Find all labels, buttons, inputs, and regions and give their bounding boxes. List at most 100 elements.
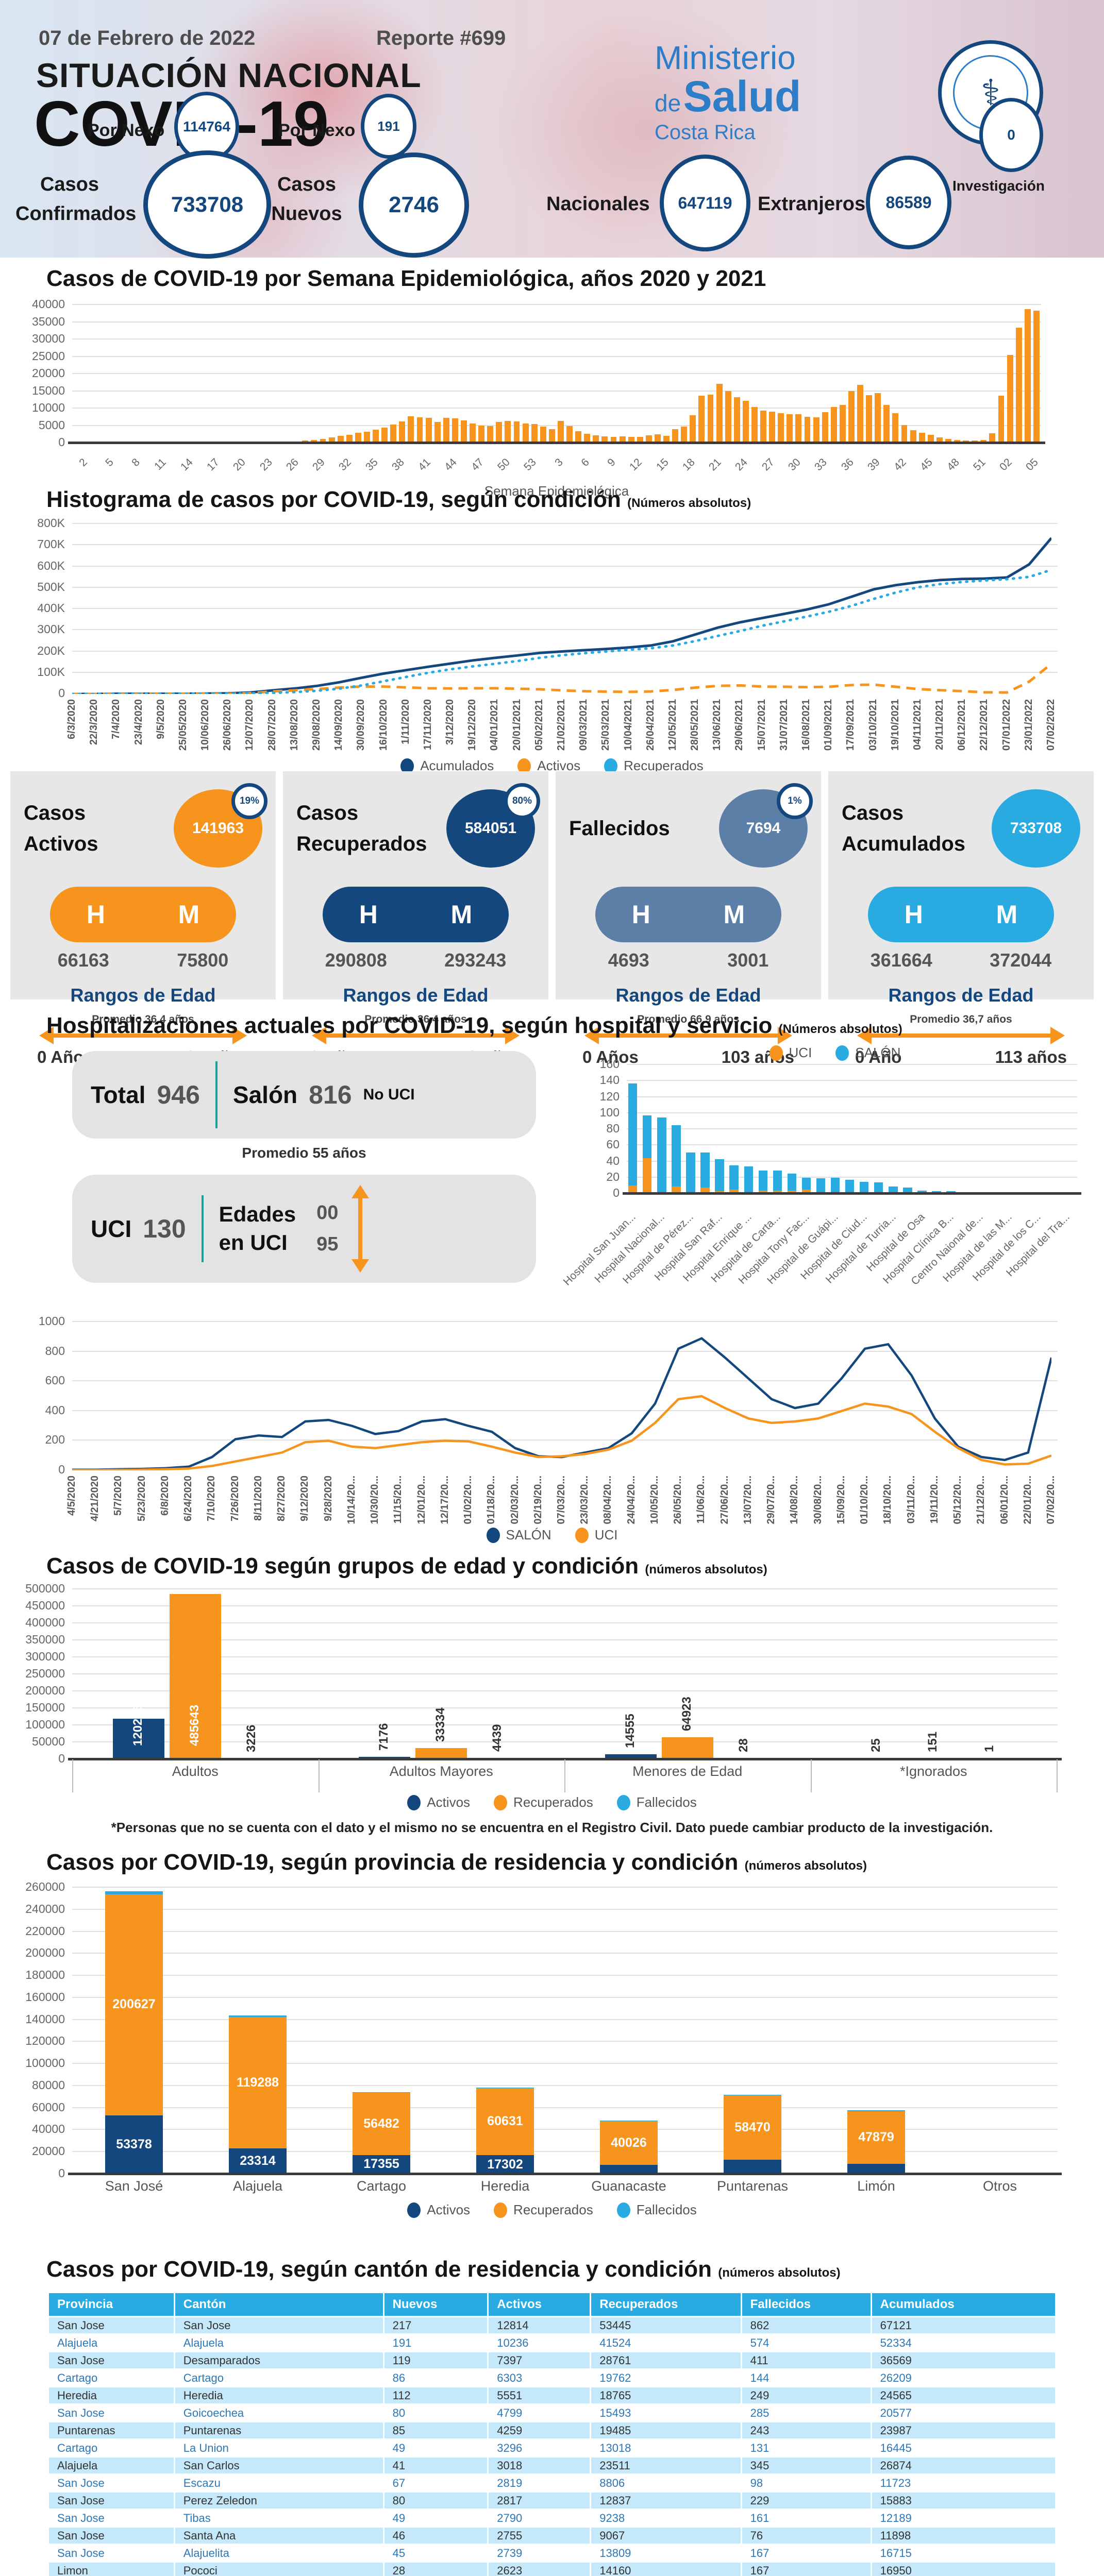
y-tick-label: 0 [58,2166,65,2180]
legend-label: Fallecidos [636,2202,697,2217]
grid-line [72,1588,1058,1589]
grid-line [72,1439,1058,1441]
table-cell: 229 [740,2491,872,2510]
table-cell: Alajuela [47,2456,175,2475]
week-bar [558,421,564,443]
y-tick-label: 40000 [32,297,65,311]
week-bar [451,418,458,443]
x-tick-label: 7/10/2020 [206,1476,218,1521]
x-tick-label: 03/10/2021 [867,699,879,751]
recuperados-value-label: 200627 [112,1997,156,2012]
uci-bar [787,1190,797,1194]
week-bar [522,423,529,443]
y-tick-label: 15000 [32,383,65,397]
x-tick-label: 4/21/2020 [89,1476,101,1521]
week-bar [425,418,432,443]
week-bar [989,433,996,443]
table-cell: 13018 [590,2438,742,2458]
category-divider [810,1759,812,1792]
weekly-chart-title: Casos de COVID-19 por Semana Epidemiológ… [46,266,766,291]
grid-line [72,671,1058,673]
age-bar-Recuperados [169,1594,221,1759]
table-cell: Alajuelita [173,2544,384,2563]
grid-line [72,1622,1058,1623]
investigacion-label: Investigación [952,178,1045,194]
salon-bar [657,1117,666,1193]
age-bar-Recuperados [415,1748,467,1759]
table-cell: 12814 [487,2316,592,2335]
x-tick-label: 18/10/20... [882,1476,894,1524]
uci-bar [729,1190,739,1194]
x-tick-label: 11/15/20... [392,1476,404,1524]
grid-line [72,1975,1058,1976]
y-tick-label: 0 [613,1186,620,1199]
y-tick-label: 220000 [25,1924,65,1938]
y-tick-label: 10000 [32,401,65,414]
legend-label: SALÓN [506,1527,551,1543]
weekly-chart-xaxis: 2 5 8 11 14 17 20 23 26 29 32 35 38 41 44 47 50 53 3 6 9 12 15… [72,443,1041,480]
activos-bar [229,2148,287,2174]
table-cell: 67121 [870,2316,1057,2335]
hm-values: 361664 372044 [870,950,1052,971]
table-cell: 15883 [870,2491,1057,2510]
y-tick-label: 450000 [25,1599,65,1612]
y-tick-label: 500K [37,580,65,594]
table-cell: 12837 [590,2491,742,2510]
salon-bar [889,1186,898,1194]
grid-line [72,1953,1058,1954]
age-bar-value: 64923 [679,1697,694,1732]
table-cell: Santa Ana [173,2526,384,2545]
grid-line [72,523,1058,524]
legend-item-UCI: UCI [575,1527,617,1543]
legend-item-Recuperados: Recuperados [494,2202,593,2218]
x-tick-label: 30/09/2020 [355,699,367,751]
y-tick-label: 5000 [38,418,65,432]
report-header: 07 de Febrero de 2022 Reporte #699 SITUA… [0,0,1104,259]
table-cell: 9067 [590,2526,742,2545]
table-cell: 16445 [870,2438,1057,2458]
table-cell: 85 [382,2421,489,2440]
week-bar [346,434,353,443]
salon-bar [903,1187,912,1194]
table-cell: 8806 [590,2473,742,2493]
x-tick-label: 12/01/20... [415,1476,427,1524]
week-bar [655,434,661,443]
salon-bar [860,1181,869,1194]
y-tick-label: 200000 [25,1684,65,1697]
week-bar [778,413,784,443]
y-tick-label: 180000 [25,1968,65,1982]
y-tick-label: 160000 [25,1990,65,2004]
ministry-wordmark: Ministerio de Salud Costa Rica [655,41,933,143]
legend-label: SALÓN [855,1045,901,1060]
investigacion-value: 0 [1007,127,1015,143]
por-nexo-confirmados-value: 114764 [183,118,230,134]
legend-dot-icon [604,758,618,774]
grid-line [72,321,1041,323]
uci-bar [643,1158,652,1194]
x-tick-label: 14/09/2020 [333,699,345,751]
table-cell: 5551 [487,2386,592,2405]
salon-bar [917,1190,927,1193]
report-number: Reporte #699 [376,27,506,49]
x-tick-label: 3/12/2020 [444,699,456,745]
week-bar [566,426,573,443]
week-bar [355,433,361,443]
grid-line [627,1176,1077,1178]
y-tick-label: 800 [45,1344,65,1358]
uci-label: UCI [91,1215,132,1242]
uci-bar [758,1190,767,1194]
legend-label: Fallecidos [636,1794,697,1810]
x-tick-label: 19/10/2021 [889,699,901,751]
week-bar [1007,355,1013,443]
activos-bar [847,2163,905,2174]
x-tick-label: 6/24/2020 [182,1476,194,1521]
week-bar [461,420,467,443]
x-tick-label: 03/11/20... [905,1476,917,1524]
legend-item-Recuperados: Recuperados [494,1794,593,1810]
y-tick-label: 20 [606,1170,620,1183]
table-cell: 23987 [870,2421,1057,2440]
nacionales-circle: 647119 [660,155,750,251]
x-tick-label: 15/09/20... [835,1476,847,1524]
x-tick-label: 06/12/2021 [956,699,968,751]
